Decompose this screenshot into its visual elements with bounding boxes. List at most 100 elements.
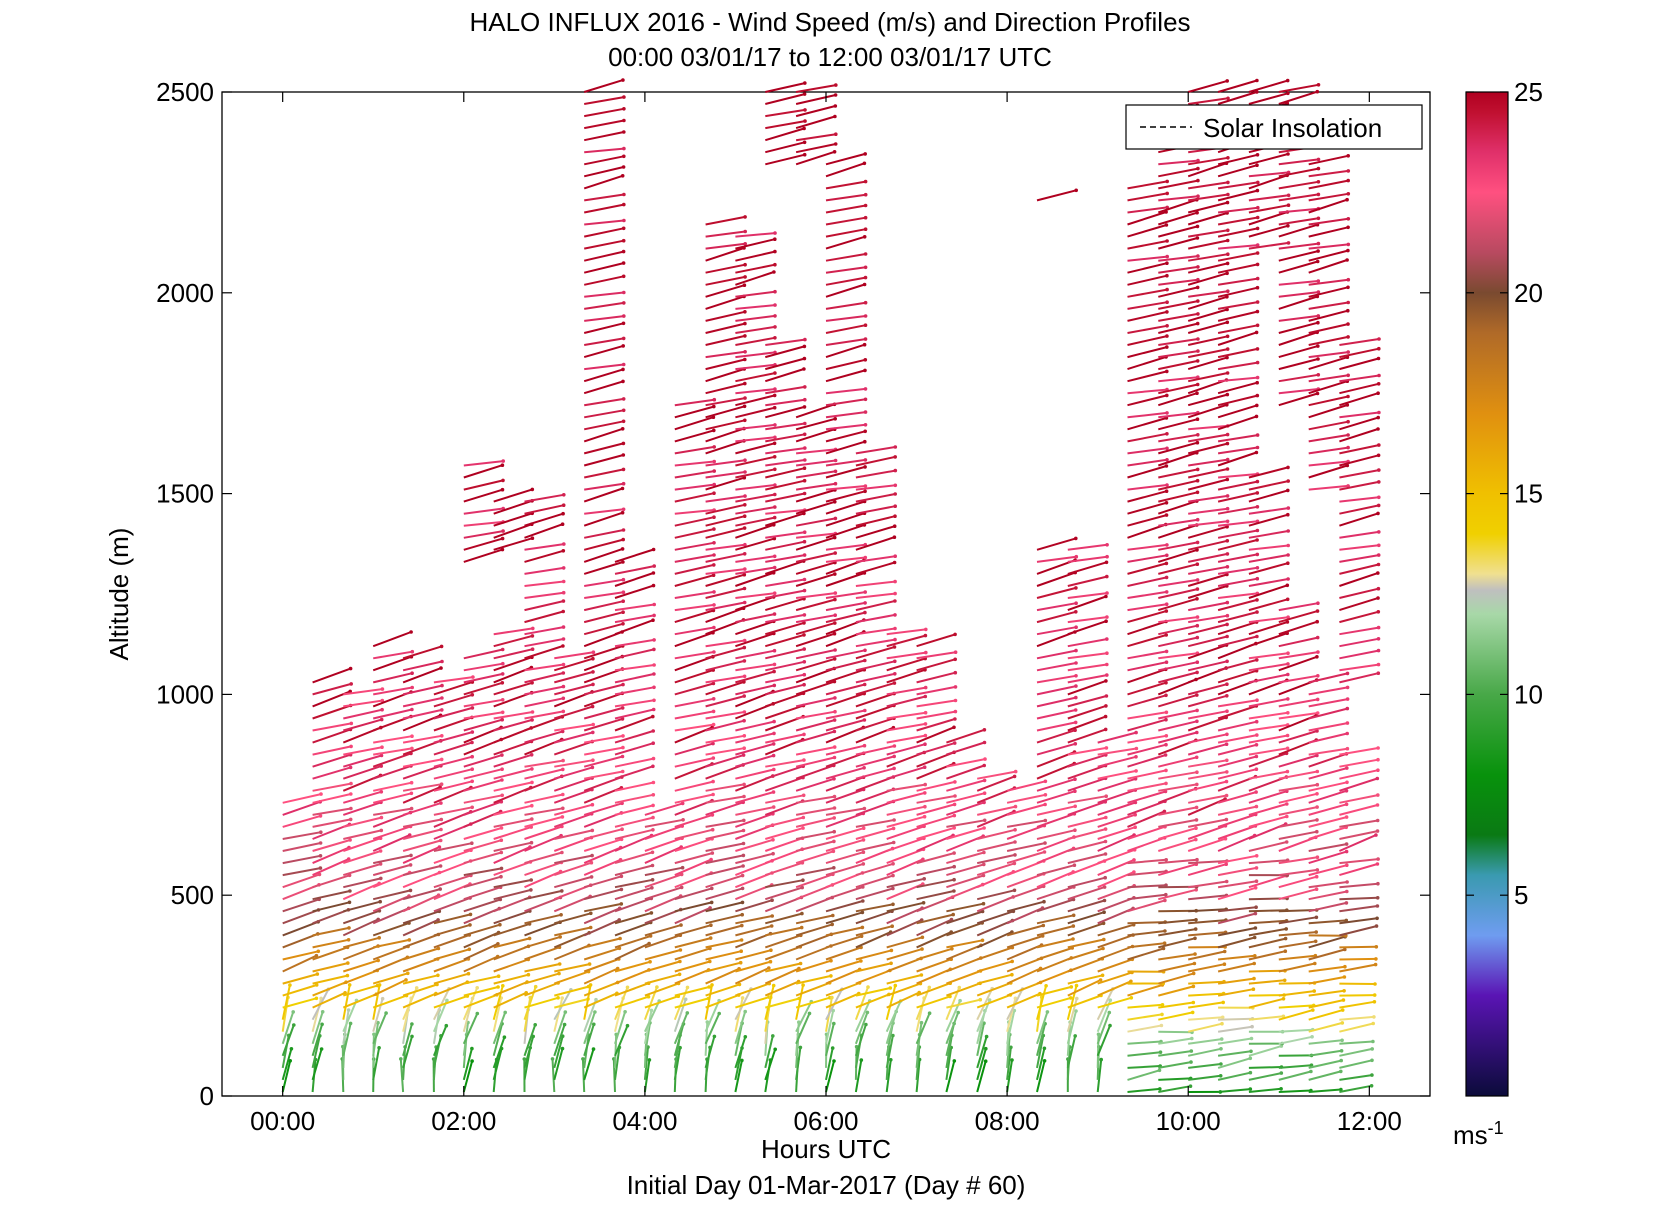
wind-vector: [282, 997, 317, 1009]
wind-vector-head: [621, 362, 626, 367]
wind-vector-head: [1377, 495, 1381, 500]
wind-vector: [1097, 755, 1137, 768]
wind-vector: [493, 888, 532, 901]
wind-vector: [1308, 752, 1347, 768]
wind-vector-head: [743, 503, 747, 507]
wind-vector: [885, 1011, 898, 1045]
wind-vector-head: [410, 707, 414, 712]
wind-vector-head: [861, 850, 866, 854]
wind-vector-head: [1096, 1032, 1101, 1037]
wind-vector: [433, 995, 468, 1009]
wind-vector: [886, 634, 926, 648]
wind-vector-head: [288, 983, 292, 987]
wind-vector-head: [924, 650, 928, 655]
wind-vector: [825, 935, 862, 949]
wind-vector: [855, 536, 895, 551]
wind-vector: [644, 873, 683, 889]
wind-vector: [1158, 312, 1199, 322]
wind-vector-head: [1223, 836, 1228, 841]
wind-vector: [493, 841, 532, 852]
wind-vector: [1308, 374, 1349, 383]
wind-vector-head: [620, 486, 625, 491]
wind-vector: [795, 500, 836, 515]
wind-vector: [825, 485, 866, 491]
wind-vector: [855, 515, 896, 527]
wind-vector: [1217, 553, 1258, 563]
wind-vector-head: [1105, 543, 1109, 547]
wind-vector: [1217, 263, 1258, 274]
wind-vector: [735, 632, 775, 648]
wind-vector-head: [771, 1034, 775, 1038]
wind-vector-head: [743, 321, 747, 326]
wind-vector-head: [927, 1011, 932, 1015]
wind-vector: [1158, 350, 1199, 359]
wind-vector-head: [1316, 216, 1321, 221]
wind-vector: [735, 468, 776, 479]
x-tick-label: 00:00: [250, 1106, 315, 1136]
wind-vector-head: [802, 140, 807, 145]
wind-vector: [765, 554, 805, 563]
wind-vector: [1187, 201, 1228, 214]
wind-vector: [1278, 954, 1316, 961]
wind-vector: [492, 1036, 506, 1069]
wind-vector-head: [705, 1020, 710, 1024]
wind-vector: [1339, 597, 1379, 612]
wind-vector: [643, 1022, 651, 1056]
wind-vector-head: [621, 441, 626, 446]
wind-vector: [643, 1047, 649, 1080]
wind-vector: [372, 764, 412, 780]
wind-vector: [312, 722, 352, 732]
wind-vector: [886, 695, 926, 708]
wind-vector-head: [409, 806, 414, 811]
wind-vector-head: [1344, 842, 1349, 846]
wind-vector: [945, 987, 961, 1021]
wind-vector-head: [1346, 277, 1351, 282]
wind-vector: [1036, 969, 1072, 985]
wind-vector-head: [1194, 805, 1199, 810]
wind-vector-head: [1254, 879, 1259, 883]
wind-vector: [614, 1025, 629, 1057]
wind-vector: [583, 1011, 596, 1045]
wind-vector-head: [500, 753, 504, 757]
wind-vector: [1217, 505, 1258, 515]
wind-vector: [1158, 578, 1198, 587]
wind-vector: [1127, 942, 1165, 949]
wind-vector: [1308, 672, 1348, 684]
wind-vector: [372, 752, 412, 768]
wind-vector-head: [685, 985, 690, 990]
wind-vector: [916, 685, 956, 696]
wind-vector-head: [1345, 697, 1350, 701]
wind-vector-head: [1165, 483, 1169, 487]
wind-vector: [1187, 478, 1228, 491]
wind-vector-head: [802, 633, 806, 637]
wind-vector-head: [314, 983, 319, 987]
wind-vector-head: [1224, 779, 1229, 784]
wind-vector: [554, 803, 593, 816]
wind-vector-head: [1372, 1015, 1376, 1019]
wind-vector: [1067, 555, 1108, 563]
wind-vector-head: [1279, 1071, 1284, 1075]
wind-vector: [433, 693, 473, 708]
wind-vector: [735, 720, 775, 732]
wind-vector-head: [1103, 727, 1108, 732]
wind-vector: [1127, 1003, 1163, 1009]
wind-vector-head: [318, 854, 323, 858]
wind-vector-head: [1220, 1021, 1224, 1026]
wind-vector: [342, 945, 379, 961]
wind-vector: [1217, 927, 1256, 937]
wind-vector: [554, 875, 592, 889]
wind-vector-head: [1286, 561, 1290, 565]
wind-vector: [1067, 800, 1106, 816]
wind-vector: [764, 837, 803, 852]
wind-vector: [1217, 988, 1254, 997]
wind-vector-head: [891, 862, 895, 866]
wind-vector: [705, 639, 745, 648]
wind-vector-head: [952, 802, 957, 807]
wind-vector: [1158, 548, 1198, 563]
wind-vector-head: [589, 911, 593, 916]
wind-vector: [1158, 827, 1197, 840]
wind-vector: [825, 500, 865, 515]
wind-vector-head: [651, 729, 655, 733]
wind-vector-head: [349, 806, 353, 811]
